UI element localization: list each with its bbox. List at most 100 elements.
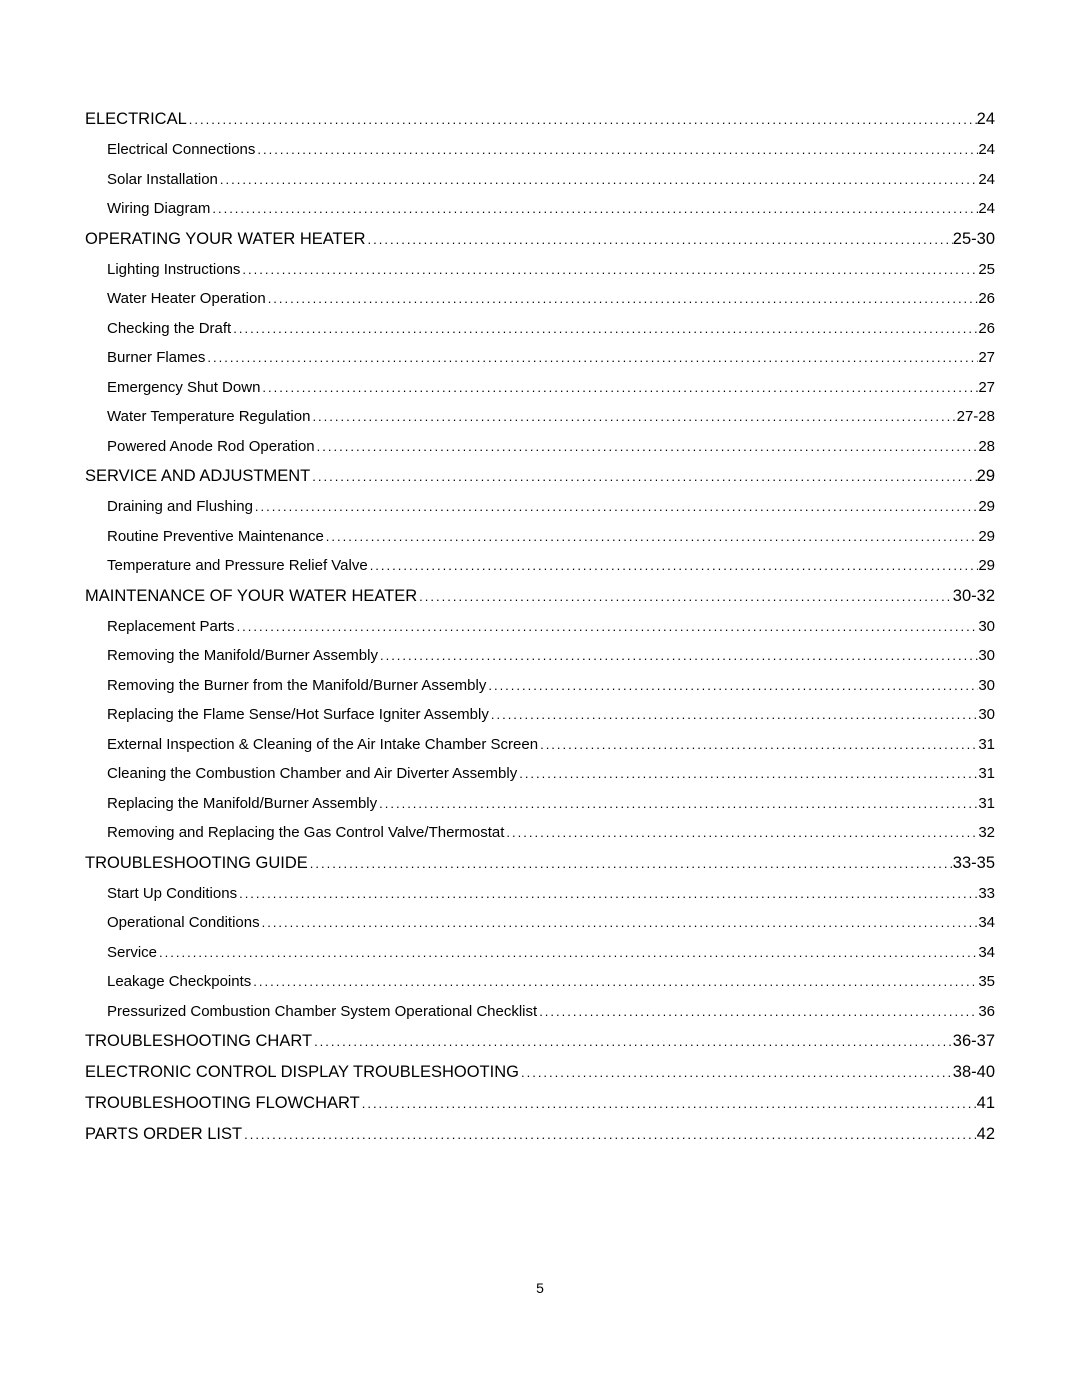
toc-entry: Burner Flames...........................… bbox=[85, 349, 995, 366]
toc-title: Replacing the Flame Sense/Hot Surface Ig… bbox=[107, 706, 489, 723]
toc-dot-leader: ........................................… bbox=[538, 737, 978, 752]
toc-dot-leader: ........................................… bbox=[486, 678, 978, 693]
toc-dot-leader: ........................................… bbox=[310, 409, 956, 424]
toc-entry: Replacing the Manifold/Burner Assembly..… bbox=[85, 795, 995, 812]
toc-entry: ELECTRICAL..............................… bbox=[85, 110, 995, 129]
toc-dot-leader: ........................................… bbox=[253, 499, 978, 514]
toc-page-ref: 24 bbox=[978, 200, 995, 217]
toc-entry: Electrical Connections..................… bbox=[85, 141, 995, 158]
toc-page-ref: 42 bbox=[977, 1125, 995, 1144]
toc-page-ref: 29 bbox=[978, 498, 995, 515]
toc-dot-leader: ........................................… bbox=[237, 886, 978, 901]
toc-page-ref: 30 bbox=[978, 647, 995, 664]
toc-entry: Emergency Shut Down.....................… bbox=[85, 379, 995, 396]
toc-dot-leader: ........................................… bbox=[378, 648, 978, 663]
toc-title: PARTS ORDER LIST bbox=[85, 1125, 242, 1144]
toc-page-ref: 31 bbox=[978, 795, 995, 812]
toc-entry: Wiring Diagram..........................… bbox=[85, 200, 995, 217]
toc-page-ref: 31 bbox=[978, 736, 995, 753]
toc-page-ref: 30 bbox=[978, 677, 995, 694]
toc-title: Routine Preventive Maintenance bbox=[107, 528, 324, 545]
toc-page-ref: 27 bbox=[978, 349, 995, 366]
toc-dot-leader: ........................................… bbox=[242, 1127, 977, 1142]
toc-entry: Solar Installation......................… bbox=[85, 171, 995, 188]
toc-entry: Removing the Manifold/Burner Assembly...… bbox=[85, 647, 995, 664]
toc-entry: Temperature and Pressure Relief Valve...… bbox=[85, 557, 995, 574]
toc-page-ref: 25 bbox=[978, 261, 995, 278]
toc-dot-leader: ........................................… bbox=[157, 945, 978, 960]
toc-dot-leader: ........................................… bbox=[417, 589, 953, 604]
toc-title: Service bbox=[107, 944, 157, 961]
toc-page-ref: 24 bbox=[977, 110, 995, 129]
toc-entry: Start Up Conditions.....................… bbox=[85, 885, 995, 902]
toc-page: ELECTRICAL..............................… bbox=[0, 0, 1080, 1144]
toc-page-ref: 30 bbox=[978, 618, 995, 635]
toc-page-ref: 29 bbox=[978, 528, 995, 545]
toc-title: External Inspection & Cleaning of the Ai… bbox=[107, 736, 538, 753]
toc-page-ref: 29 bbox=[978, 557, 995, 574]
toc-title: OPERATING YOUR WATER HEATER bbox=[85, 230, 366, 249]
toc-dot-leader: ........................................… bbox=[260, 915, 979, 930]
toc-dot-leader: ........................................… bbox=[205, 350, 978, 365]
toc-title: Replacement Parts bbox=[107, 618, 235, 635]
toc-page-ref: 31 bbox=[978, 765, 995, 782]
toc-page-ref: 24 bbox=[978, 171, 995, 188]
toc-dot-leader: ........................................… bbox=[310, 469, 976, 484]
toc-entry: SERVICE AND ADJUSTMENT..................… bbox=[85, 467, 995, 486]
toc-title: TROUBLESHOOTING CHART bbox=[85, 1032, 312, 1051]
toc-title: Removing and Replacing the Gas Control V… bbox=[107, 824, 504, 841]
toc-entry: Service.................................… bbox=[85, 944, 995, 961]
toc-entry: Replacement Parts.......................… bbox=[85, 618, 995, 635]
toc-title: Removing the Burner from the Manifold/Bu… bbox=[107, 677, 486, 694]
toc-entry: Powered Anode Rod Operation.............… bbox=[85, 438, 995, 455]
toc-title: SERVICE AND ADJUSTMENT bbox=[85, 467, 310, 486]
toc-dot-leader: ........................................… bbox=[537, 1004, 978, 1019]
toc-dot-leader: ........................................… bbox=[187, 112, 977, 127]
toc-title: Water Temperature Regulation bbox=[107, 408, 310, 425]
toc-title: Operational Conditions bbox=[107, 914, 260, 931]
toc-entry: Checking the Draft......................… bbox=[85, 320, 995, 337]
toc-page-ref: 32 bbox=[978, 824, 995, 841]
toc-page-ref: 33 bbox=[978, 885, 995, 902]
toc-page-ref: 33-35 bbox=[953, 854, 995, 873]
toc-page-ref: 24 bbox=[978, 141, 995, 158]
toc-entry: External Inspection & Cleaning of the Ai… bbox=[85, 736, 995, 753]
toc-entry: Replacing the Flame Sense/Hot Surface Ig… bbox=[85, 706, 995, 723]
toc-page-ref: 25-30 bbox=[953, 230, 995, 249]
toc-entry: PARTS ORDER LIST........................… bbox=[85, 1125, 995, 1144]
toc-title: Pressurized Combustion Chamber System Op… bbox=[107, 1003, 537, 1020]
toc-entry: Lighting Instructions...................… bbox=[85, 261, 995, 278]
toc-dot-leader: ........................................… bbox=[231, 321, 978, 336]
toc-dot-leader: ........................................… bbox=[315, 439, 979, 454]
toc-dot-leader: ........................................… bbox=[519, 1065, 953, 1080]
toc-entry: MAINTENANCE OF YOUR WATER HEATER........… bbox=[85, 587, 995, 606]
toc-title: MAINTENANCE OF YOUR WATER HEATER bbox=[85, 587, 417, 606]
toc-dot-leader: ........................................… bbox=[360, 1096, 977, 1111]
toc-entry: TROUBLESHOOTING FLOWCHART...............… bbox=[85, 1094, 995, 1113]
toc-entry: Routine Preventive Maintenance..........… bbox=[85, 528, 995, 545]
toc-title: Replacing the Manifold/Burner Assembly bbox=[107, 795, 377, 812]
toc-dot-leader: ........................................… bbox=[312, 1034, 953, 1049]
toc-title: Powered Anode Rod Operation bbox=[107, 438, 315, 455]
toc-page-ref: 27-28 bbox=[957, 408, 995, 425]
toc-dot-leader: ........................................… bbox=[218, 172, 978, 187]
toc-entry: Draining and Flushing...................… bbox=[85, 498, 995, 515]
toc-page-ref: 29 bbox=[977, 467, 995, 486]
toc-title: Emergency Shut Down bbox=[107, 379, 260, 396]
toc-title: Electrical Connections bbox=[107, 141, 255, 158]
toc-dot-leader: ........................................… bbox=[504, 825, 978, 840]
toc-title: Start Up Conditions bbox=[107, 885, 237, 902]
toc-entry: Pressurized Combustion Chamber System Op… bbox=[85, 1003, 995, 1020]
toc-page-ref: 34 bbox=[978, 944, 995, 961]
toc-dot-leader: ........................................… bbox=[308, 856, 953, 871]
toc-dot-leader: ........................................… bbox=[260, 380, 978, 395]
toc-title: Checking the Draft bbox=[107, 320, 231, 337]
toc-title: TROUBLESHOOTING GUIDE bbox=[85, 854, 308, 873]
toc-title: Water Heater Operation bbox=[107, 290, 266, 307]
toc-entry: TROUBLESHOOTING GUIDE...................… bbox=[85, 854, 995, 873]
toc-dot-leader: ........................................… bbox=[235, 619, 979, 634]
toc-page-ref: 36-37 bbox=[953, 1032, 995, 1051]
toc-page-ref: 28 bbox=[978, 438, 995, 455]
toc-title: Lighting Instructions bbox=[107, 261, 240, 278]
toc-dot-leader: ........................................… bbox=[368, 558, 979, 573]
